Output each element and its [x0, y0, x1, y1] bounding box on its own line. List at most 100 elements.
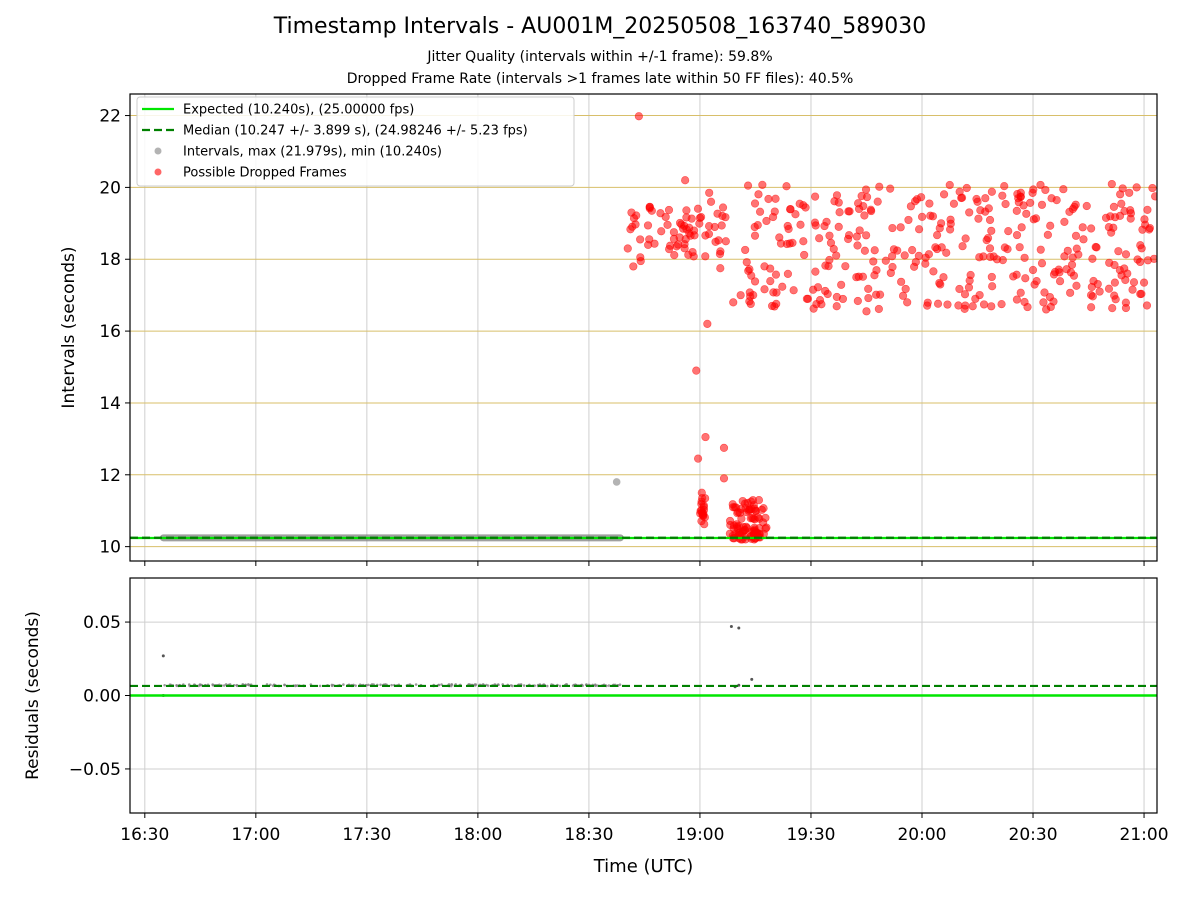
dropped-frame-point — [634, 112, 643, 121]
dropped-frame-point — [945, 180, 954, 190]
residual-point — [318, 684, 322, 688]
dropped-frame-point — [958, 242, 967, 251]
bottom-xtick-label: 16:30 — [120, 825, 169, 845]
dropped-frame-point — [904, 215, 913, 225]
dropped-frame-point — [680, 244, 689, 253]
bottom-xtick-label: 17:30 — [342, 825, 391, 845]
dropped-frame-point — [1128, 285, 1137, 294]
dropped-frame-point — [1065, 207, 1074, 216]
dropped-frame-point — [632, 211, 641, 220]
dropped-frame-point — [754, 496, 764, 505]
dropped-frame-point — [957, 193, 967, 202]
dropped-frame-point — [755, 207, 765, 216]
dropped-frame-point — [716, 264, 725, 273]
dropped-frame-point — [811, 192, 820, 201]
dropped-frame-point — [876, 290, 885, 299]
dropped-frame-point — [870, 246, 879, 255]
dropped-frame-point — [866, 205, 875, 214]
dropped-frame-point — [626, 225, 635, 234]
legend-entry-label: Possible Dropped Frames — [183, 166, 347, 181]
residual-point — [222, 684, 226, 687]
dropped-frame-point — [853, 296, 862, 306]
dropped-frame-point — [799, 237, 808, 246]
dropped-frame-point — [1101, 213, 1111, 222]
dropped-frame-point — [645, 204, 654, 213]
legend-entry-label: Expected (10.240s), (25.00000 fps) — [183, 103, 414, 118]
dropped-frame-point — [860, 246, 869, 255]
dropped-frame-point — [1015, 243, 1024, 252]
dropped-frame-point — [1042, 305, 1051, 314]
bottom-xtick-label: 19:30 — [786, 825, 835, 845]
dropped-frame-point — [1116, 190, 1125, 199]
dropped-frame-point — [760, 285, 769, 294]
dropped-frame-point — [910, 262, 919, 271]
legend-entry-label: Intervals, max (21.979s), min (10.240s) — [183, 145, 442, 160]
dropped-frame-point — [875, 182, 884, 191]
dropped-frame-point — [987, 302, 996, 311]
dropped-frame-point — [987, 272, 996, 282]
dropped-frame-point — [881, 256, 890, 265]
dropped-frame-point — [998, 191, 1007, 200]
dropped-frame-point — [985, 215, 995, 225]
dropped-frame-point — [815, 234, 824, 243]
dropped-frame-point — [1071, 231, 1081, 240]
interval-point — [612, 478, 621, 486]
dropped-frame-point — [966, 270, 975, 280]
dropped-frame-point — [926, 211, 935, 220]
dropped-frame-point — [784, 224, 793, 234]
dropped-frame-point — [888, 223, 897, 233]
dropped-frame-point — [1143, 205, 1152, 214]
top-ytick-label: 20 — [99, 178, 121, 198]
dropped-frame-point — [788, 238, 797, 247]
dropped-frame-point — [1091, 242, 1100, 252]
dropped-frame-point — [657, 227, 666, 236]
dropped-frame-point — [1129, 278, 1139, 287]
dropped-frame-point — [741, 245, 750, 255]
dropped-frame-point — [689, 252, 698, 261]
dropped-frame-point — [1107, 179, 1116, 189]
dropped-frame-point — [669, 228, 678, 237]
dropped-frame-point — [979, 300, 989, 309]
dropped-frame-point — [1041, 185, 1050, 195]
residual-point — [509, 684, 513, 687]
dropped-frame-point — [1029, 185, 1038, 194]
dropped-frame-point — [802, 294, 812, 303]
dropped-frame-point — [750, 199, 760, 208]
dropped-frame-point — [695, 219, 704, 228]
dropped-frame-point — [1110, 291, 1119, 300]
dropped-frame-point — [1066, 268, 1076, 277]
dropped-frame-point — [772, 288, 781, 297]
dropped-frame-point — [955, 284, 964, 294]
dropped-frame-point — [1016, 288, 1025, 297]
dropped-frame-point — [914, 251, 923, 260]
dropped-frame-point — [844, 234, 853, 244]
dropped-frame-point — [736, 291, 745, 300]
dropped-frame-point — [975, 290, 984, 300]
top-ytick-label: 14 — [99, 394, 121, 414]
dropped-frame-point — [1136, 289, 1145, 299]
dropped-frame-point — [1071, 200, 1080, 209]
dropped-frame-point — [760, 262, 769, 271]
dropped-frame-point — [1022, 209, 1031, 218]
dropped-frame-point — [1037, 200, 1047, 209]
dropped-frame-point — [750, 231, 760, 240]
dropped-frame-point — [1046, 221, 1055, 230]
dropped-frame-point — [861, 185, 871, 194]
dropped-frame-point — [1026, 198, 1035, 207]
dropped-frame-point — [901, 284, 910, 294]
bottom-ytick-label: 0.05 — [83, 613, 121, 633]
dropped-frame-point — [706, 197, 716, 206]
dropped-frame-point — [936, 280, 945, 289]
dropped-frame-point — [693, 204, 703, 213]
dropped-frame-point — [1121, 298, 1130, 307]
bottom-ytick-label: 0.00 — [83, 687, 121, 707]
dropped-frame-point — [1039, 298, 1048, 307]
bottom-ytick-label: −0.05 — [69, 760, 121, 780]
dropped-frame-point — [960, 304, 969, 313]
dropped-frame-point — [771, 194, 780, 203]
bottom-xtick-label: 20:30 — [1009, 825, 1058, 845]
dropped-frame-point — [1072, 244, 1081, 253]
dropped-frame-point — [1148, 183, 1157, 193]
dropped-frame-point — [841, 262, 850, 271]
dropped-frame-point — [1017, 223, 1026, 232]
